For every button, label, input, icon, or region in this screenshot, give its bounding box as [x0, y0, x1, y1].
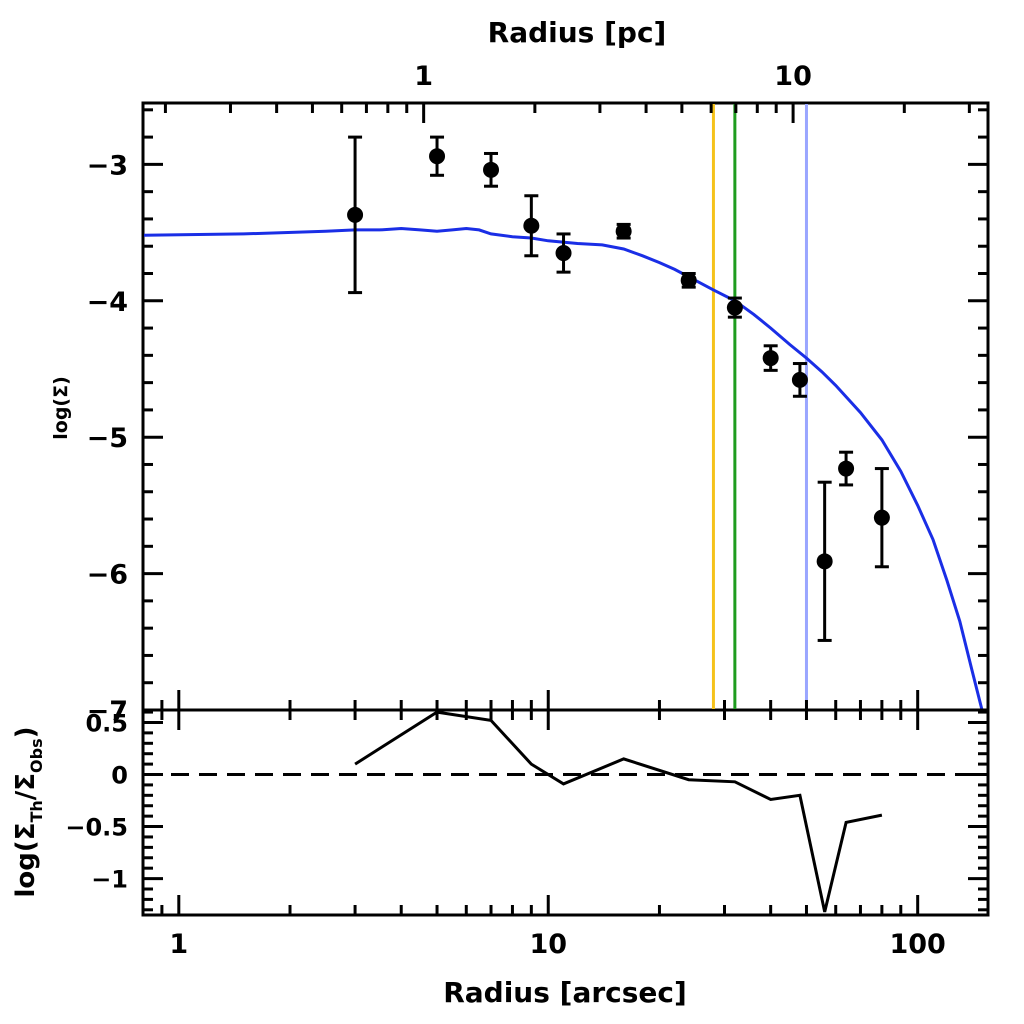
x-tick-label-arcsec: 10 — [529, 929, 567, 960]
data-point-11 — [816, 480, 833, 642]
top-panel-frame — [141, 101, 990, 712]
point-marker — [873, 509, 890, 526]
y-tick-label-top: −6 — [87, 560, 128, 591]
y-tick-label-bottom: −0.5 — [65, 814, 128, 842]
threshold-lines — [711, 104, 808, 709]
y-tick-label-top: −3 — [87, 150, 128, 181]
point-marker — [429, 148, 446, 165]
point-marker — [791, 371, 808, 388]
point-marker — [483, 161, 500, 178]
point-marker — [816, 553, 833, 570]
point-marker — [523, 217, 540, 234]
axis-tick-labels: 1 10 100 1 10 −3 −4 −5 −6 −70.5 0 −0.5 −1 — [65, 61, 945, 960]
data-point-8 — [726, 296, 743, 319]
y-tick-label-bottom: 0 — [111, 762, 128, 790]
data-point-4 — [523, 194, 540, 258]
y-tick-label-top: −5 — [87, 423, 128, 454]
residual-line — [354, 711, 883, 913]
data-point-1 — [347, 135, 364, 295]
x-tick-label-pc: 1 — [414, 61, 433, 92]
x-tick-label-pc: 10 — [774, 61, 812, 92]
point-marker — [762, 350, 779, 367]
data-point-3 — [483, 151, 500, 188]
y-tick-label-bottom: 0.5 — [85, 709, 128, 737]
point-marker — [347, 206, 364, 223]
point-marker — [555, 245, 572, 262]
data-point-5 — [555, 232, 572, 274]
top-y-axis-label: log(Σ) — [50, 376, 72, 440]
data-point-13 — [873, 467, 890, 569]
bottom-x-axis-label: Radius [arcsec] — [443, 976, 687, 1009]
point-marker — [838, 460, 855, 477]
x-tick-label-arcsec: 100 — [889, 929, 945, 960]
point-marker — [615, 223, 632, 240]
observed-points-layer — [347, 135, 890, 642]
y-tick-label-bottom: −1 — [91, 866, 128, 894]
point-marker — [680, 272, 697, 289]
data-point-9 — [762, 344, 779, 372]
data-point-10 — [791, 362, 808, 398]
bottom-panel-frame — [141, 708, 990, 917]
data-point-12 — [838, 450, 855, 487]
data-point-2 — [429, 135, 446, 177]
residuals-layer — [144, 711, 987, 913]
top-x-axis-label: Radius [pc] — [488, 16, 667, 49]
x-tick-label-arcsec: 1 — [169, 929, 188, 960]
y-tick-label-top: −4 — [87, 287, 128, 318]
y-tick-label-top: −7 — [87, 696, 128, 727]
model-curve-layer — [144, 226, 984, 709]
point-marker — [726, 299, 743, 316]
model-curve — [144, 226, 984, 709]
bottom-y-axis-label: log(ΣTh/ΣObs) — [11, 726, 46, 897]
data-point-7 — [680, 272, 697, 289]
data-point-6 — [615, 222, 632, 240]
axis-ticks — [141, 103, 988, 915]
